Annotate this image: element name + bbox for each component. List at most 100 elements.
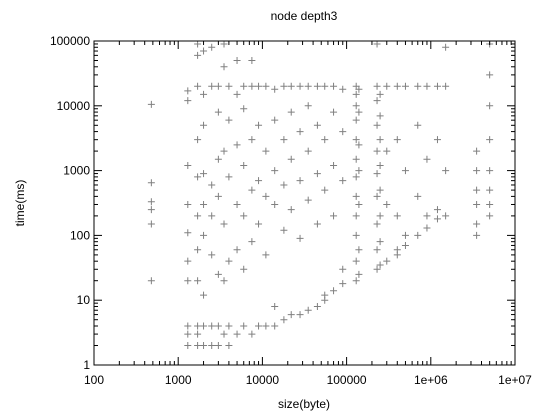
data-point: [233, 141, 241, 149]
data-point: [373, 40, 381, 48]
data-point: [352, 277, 360, 285]
data-point: [214, 108, 222, 116]
data-point: [373, 265, 381, 273]
data-point: [373, 147, 381, 155]
data-point: [194, 82, 202, 90]
data-point: [220, 220, 228, 228]
data-point: [208, 82, 216, 90]
data-point: [352, 192, 360, 200]
data-point: [313, 302, 321, 310]
data-point: [194, 173, 202, 181]
data-point: [330, 108, 338, 116]
data-point: [296, 128, 304, 136]
data-point: [208, 181, 216, 189]
data-point: [248, 136, 256, 144]
data-point: [442, 82, 450, 90]
data-point: [255, 322, 263, 330]
plot-frame: [93, 40, 516, 366]
data-point: [352, 212, 360, 220]
data-point: [376, 136, 384, 144]
points-layer: [147, 40, 494, 349]
data-point: [352, 116, 360, 124]
data-point: [208, 43, 216, 51]
data-point: [194, 246, 202, 254]
data-point: [373, 170, 381, 178]
y-tick-label: 100000: [50, 34, 90, 48]
data-point: [248, 186, 256, 194]
data-point: [280, 136, 288, 144]
data-point: [194, 330, 202, 338]
data-point: [287, 108, 295, 116]
data-point: [225, 322, 233, 330]
data-point: [486, 212, 494, 220]
data-point: [296, 234, 304, 242]
data-point: [200, 90, 208, 98]
data-point: [271, 85, 279, 93]
data-point: [248, 57, 256, 65]
data-point: [352, 90, 360, 98]
x-tick-label: 100000: [327, 373, 367, 387]
data-point: [330, 287, 338, 295]
x-axis-title: size(byte): [278, 397, 330, 411]
data-point: [280, 181, 288, 189]
data-point: [473, 147, 481, 155]
data-point: [423, 155, 431, 163]
data-point: [184, 341, 192, 349]
data-point: [423, 224, 431, 232]
data-point: [280, 226, 288, 234]
data-point: [473, 186, 481, 194]
data-point: [214, 341, 222, 349]
data-point: [376, 261, 384, 269]
data-point: [339, 280, 347, 288]
data-point: [339, 128, 347, 136]
data-point: [233, 200, 241, 208]
data-point: [373, 220, 381, 228]
data-point: [304, 196, 312, 204]
data-point: [194, 341, 202, 349]
data-point: [442, 43, 450, 51]
data-point: [383, 82, 391, 90]
data-point: [194, 40, 202, 48]
data-point: [401, 231, 409, 239]
data-point: [220, 63, 228, 71]
data-point: [255, 177, 263, 185]
data-point: [147, 277, 155, 285]
data-point: [200, 121, 208, 129]
data-point: [355, 108, 363, 116]
data-point: [473, 220, 481, 228]
y-tick-label: 10: [77, 293, 91, 307]
data-point: [486, 167, 494, 175]
data-point: [383, 257, 391, 265]
data-point: [383, 147, 391, 155]
data-point: [233, 90, 241, 98]
y-axis-title: time(ms): [13, 180, 27, 227]
data-point: [287, 155, 295, 163]
data-point: [355, 167, 363, 175]
data-point: [220, 277, 228, 285]
data-point: [214, 322, 222, 330]
data-point: [304, 82, 312, 90]
data-point: [280, 316, 288, 324]
data-point: [248, 330, 256, 338]
data-point: [352, 173, 360, 181]
data-point: [393, 212, 401, 220]
data-point: [255, 121, 263, 129]
data-point: [313, 82, 321, 90]
data-point: [287, 311, 295, 319]
data-point: [486, 200, 494, 208]
data-point: [414, 121, 422, 129]
data-point: [433, 82, 441, 90]
data-point: [233, 57, 241, 65]
data-point: [473, 231, 481, 239]
data-point: [214, 192, 222, 200]
data-point: [200, 322, 208, 330]
data-point: [414, 82, 422, 90]
data-point: [184, 87, 192, 95]
data-point: [271, 167, 279, 175]
data-point: [313, 220, 321, 228]
data-point: [240, 161, 248, 169]
data-point: [473, 167, 481, 175]
x-tick-label: 10000: [246, 373, 280, 387]
